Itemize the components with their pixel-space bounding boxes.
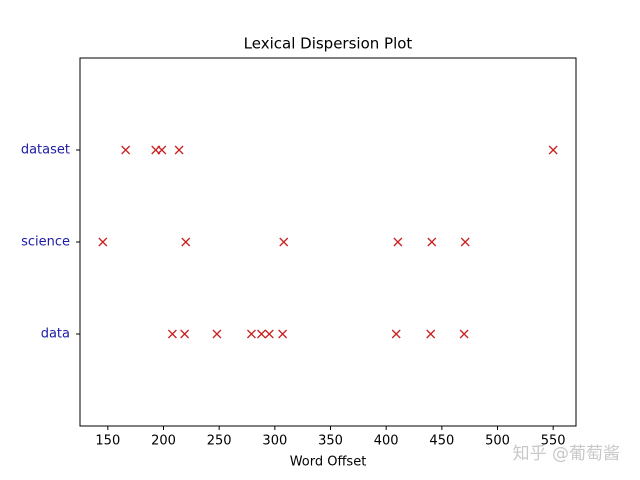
marker — [181, 237, 191, 247]
marker — [391, 329, 401, 339]
x-tick-label: 150 — [95, 434, 120, 449]
x-axis-label: Word Offset — [290, 455, 367, 470]
y-tick-label: data — [41, 327, 70, 342]
marker — [167, 329, 177, 339]
marker — [180, 329, 190, 339]
x-tick-label: 400 — [374, 434, 399, 449]
x-tick-label: 550 — [541, 434, 566, 449]
x-tick-label: 350 — [318, 434, 343, 449]
x-tick-label: 500 — [485, 434, 510, 449]
x-tick-label: 300 — [262, 434, 287, 449]
y-tick-label: science — [21, 235, 70, 250]
marker — [212, 329, 222, 339]
chart-title: Lexical Dispersion Plot — [244, 35, 413, 53]
marker — [174, 145, 184, 155]
marker — [278, 329, 288, 339]
y-tick-label: dataset — [21, 143, 70, 158]
marker — [426, 329, 436, 339]
marker — [246, 329, 256, 339]
marker — [459, 329, 469, 339]
marker — [460, 237, 470, 247]
marker — [264, 329, 274, 339]
marker — [257, 329, 266, 339]
marker — [548, 145, 558, 155]
x-tick-label: 250 — [207, 434, 232, 449]
marker — [121, 145, 131, 155]
marker — [279, 237, 289, 247]
marker — [427, 237, 437, 247]
x-tick-label: 450 — [429, 434, 454, 449]
x-tick-label: 200 — [151, 434, 176, 449]
marker — [98, 237, 108, 247]
marker — [393, 237, 403, 247]
watermark: 知乎 @葡萄酱 — [513, 444, 620, 464]
marker — [157, 145, 167, 155]
